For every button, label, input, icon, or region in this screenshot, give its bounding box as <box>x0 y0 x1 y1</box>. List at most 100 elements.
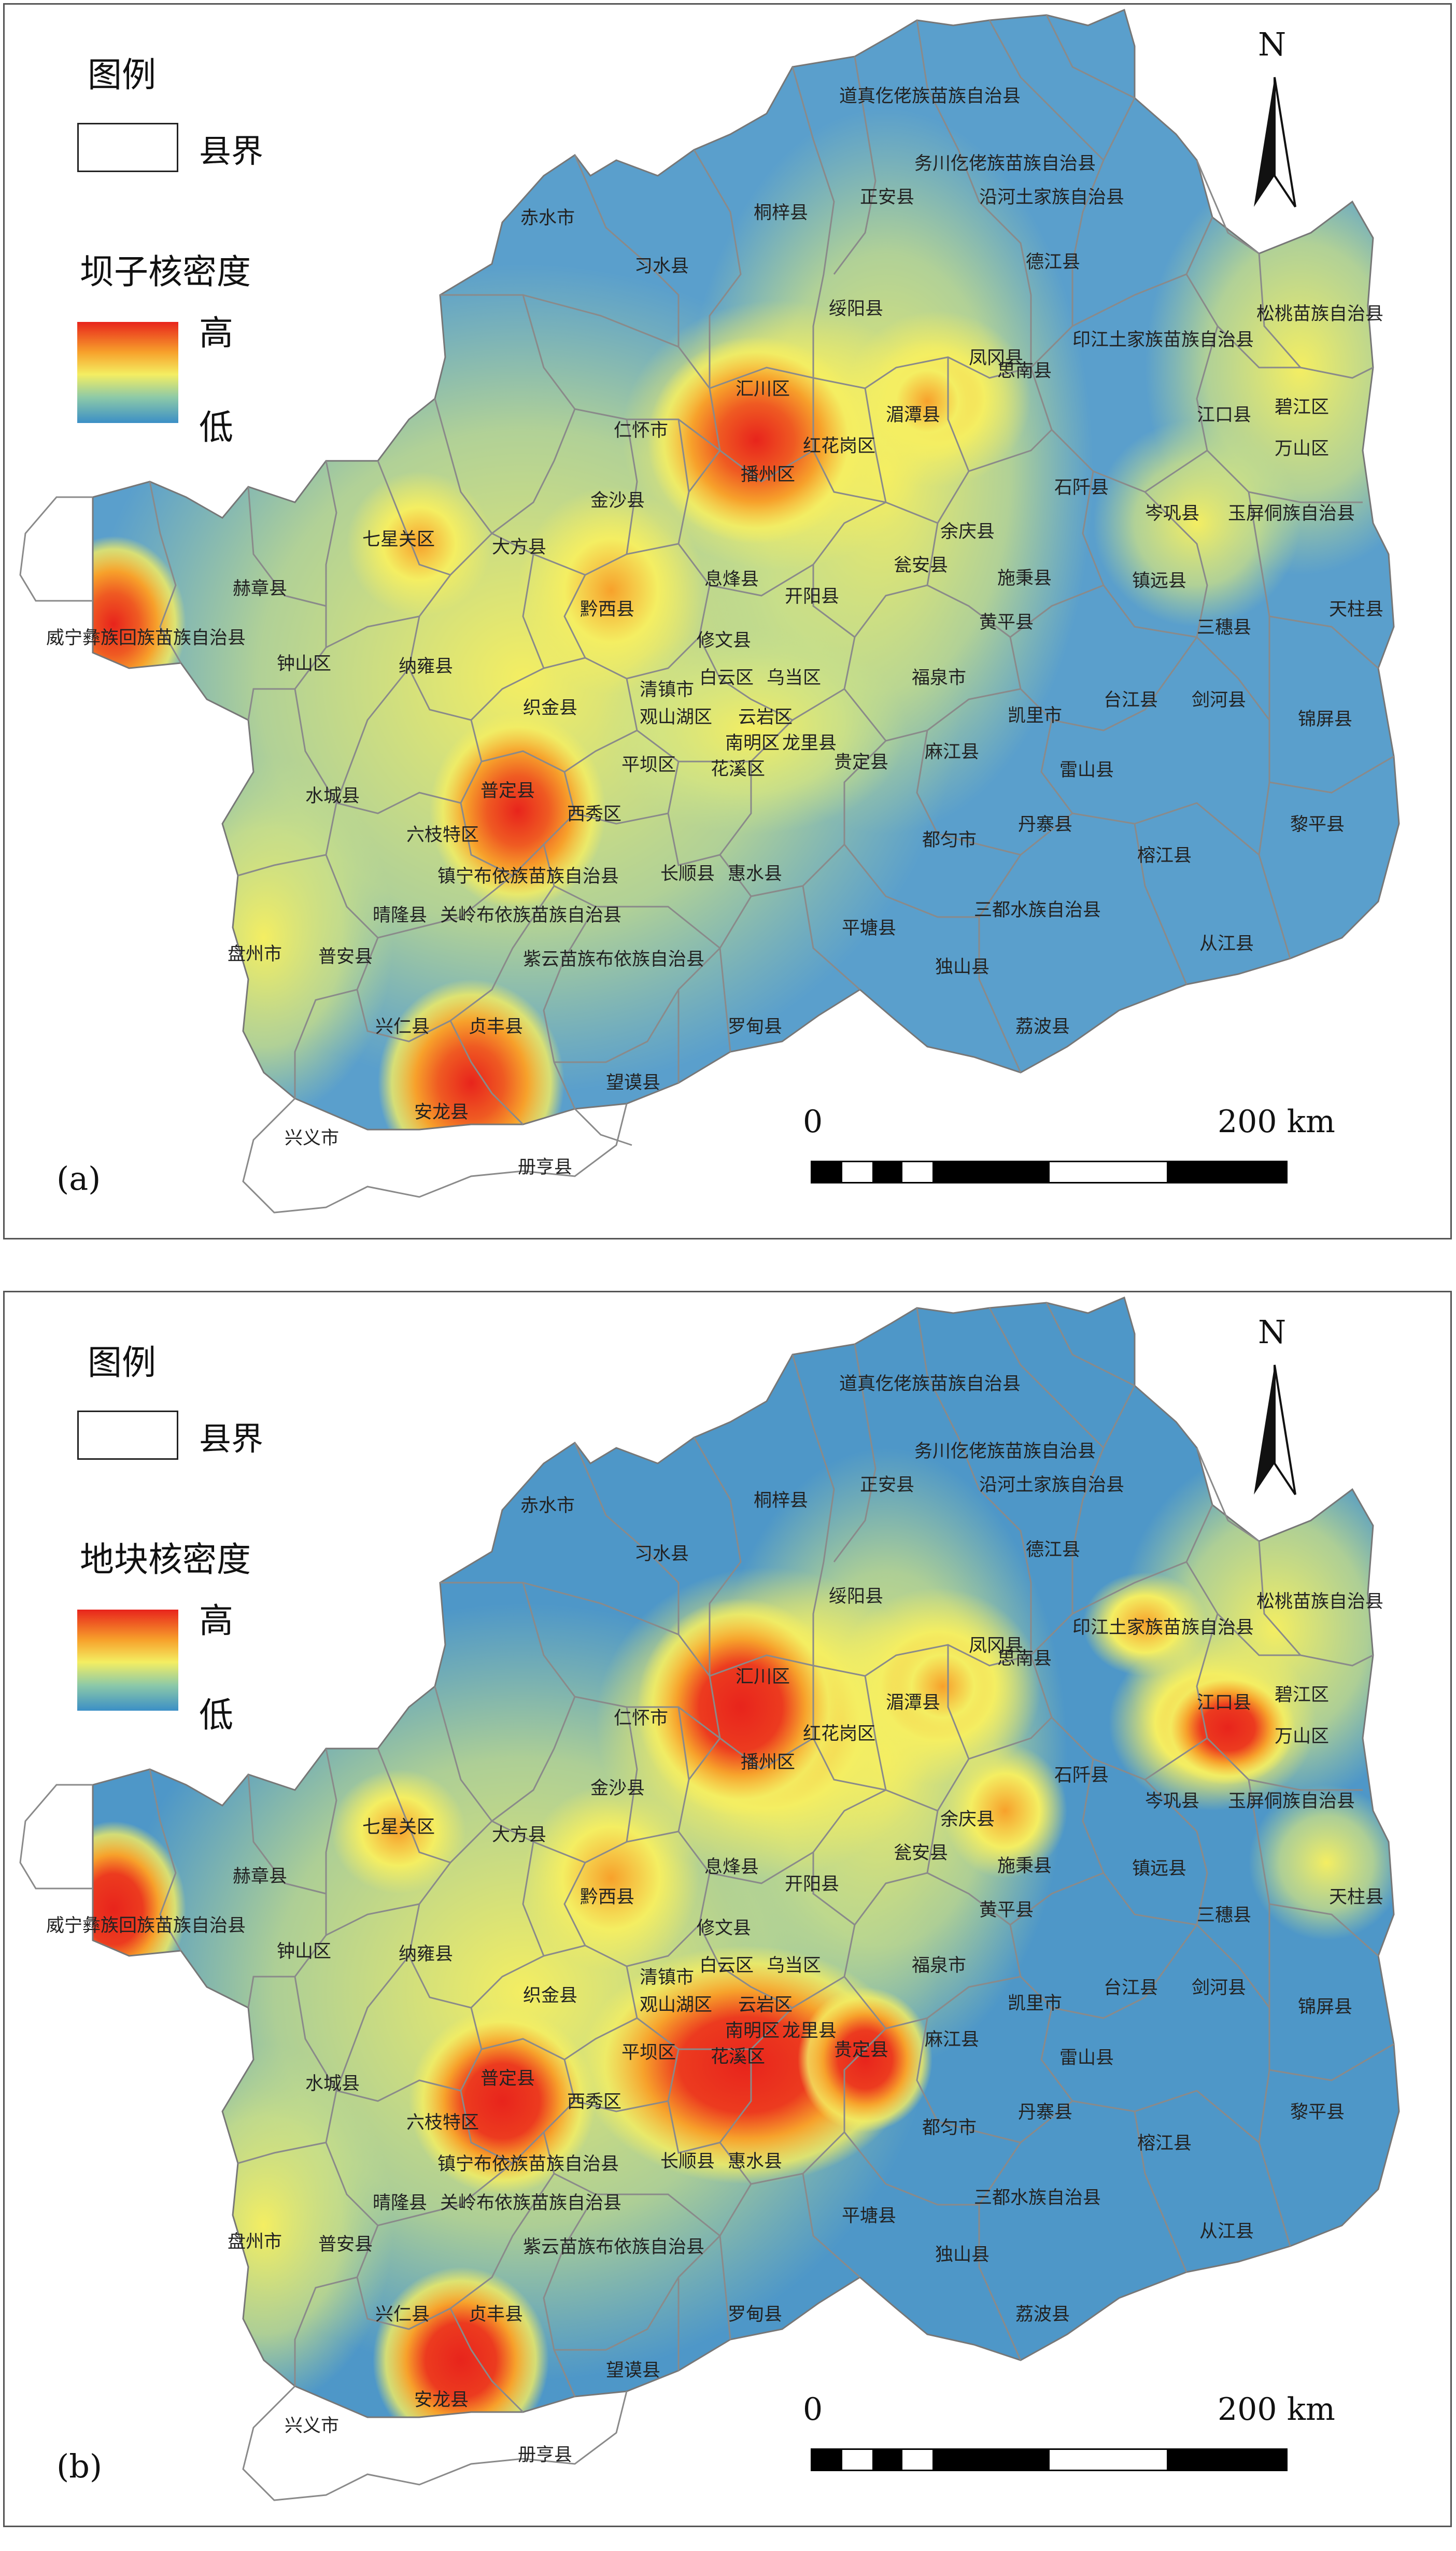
place-label: 南明区 <box>725 2021 780 2041</box>
place-label: 凤冈县 <box>969 348 1024 369</box>
place-label: 普安县 <box>318 947 373 967</box>
place-label: 兴义市 <box>285 2416 340 2436</box>
map-panel-a: 图例 县界 坝子核密度 高 低 N 0 200 km (a) 道真仡佬族苗族自治… <box>3 3 1452 1239</box>
county-boundary-swatch <box>77 123 178 172</box>
place-label: 普定县 <box>480 781 535 801</box>
place-label: 赫章县 <box>233 1866 288 1887</box>
place-label: 余庆县 <box>940 1809 995 1830</box>
place-label: 万山区 <box>1275 1726 1330 1747</box>
place-label: 镇宁布依族苗族自治县 <box>437 866 619 887</box>
north-label: N <box>1258 25 1287 63</box>
place-label: 汇川区 <box>736 379 790 400</box>
ramp-low-label: 低 <box>199 1695 233 1735</box>
north-arrow-b <box>1254 1364 1296 1496</box>
place-label: 威宁彝族回族苗族自治县 <box>46 628 246 649</box>
place-label: 松桃苗族自治县 <box>1256 1591 1384 1612</box>
place-label: 凯里市 <box>1008 1993 1063 2014</box>
map-panel-b: 图例 县界 地块核密度 高 低 N 0 200 km (b) 道真仡佬族苗族自治… <box>3 1291 1452 2527</box>
place-label: 天柱县 <box>1329 1887 1384 1908</box>
place-label: 修文县 <box>697 1918 752 1939</box>
place-label: 赤水市 <box>520 208 575 229</box>
place-label: 雷山县 <box>1059 760 1114 781</box>
place-label: 三穗县 <box>1197 1905 1252 1926</box>
place-label: 白云区 <box>699 668 754 688</box>
place-label: 织金县 <box>523 1985 578 2006</box>
place-label: 瓮安县 <box>894 1843 949 1864</box>
place-label: 关岭布依族苗族自治县 <box>440 2193 622 2214</box>
place-label: 麻江县 <box>925 742 980 763</box>
place-label: 关岭布依族苗族自治县 <box>440 905 622 926</box>
place-label: 从江县 <box>1199 934 1254 954</box>
place-label: 麻江县 <box>925 2029 980 2050</box>
place-label: 安龙县 <box>414 2390 469 2411</box>
place-label: 黔西县 <box>580 1887 635 1908</box>
place-label: 仁怀市 <box>614 420 669 441</box>
place-label: 独山县 <box>935 957 990 978</box>
place-label: 金沙县 <box>590 490 645 511</box>
place-label: 从江县 <box>1199 2221 1254 2242</box>
place-label: 七星关区 <box>362 1817 435 1838</box>
county-boundary-label: 县界 <box>199 1420 264 1458</box>
place-label: 施秉县 <box>997 568 1052 589</box>
county-boundary-label: 县界 <box>199 132 264 170</box>
place-label: 西秀区 <box>567 804 622 825</box>
place-label: 三都水族自治县 <box>974 900 1101 921</box>
place-label: 织金县 <box>523 698 578 718</box>
place-label: 水城县 <box>305 786 360 807</box>
place-label: 凯里市 <box>1008 706 1063 726</box>
place-label: 乌当区 <box>767 668 822 688</box>
place-label: 剑河县 <box>1192 1978 1247 1998</box>
place-label: 望谟县 <box>606 1073 661 1093</box>
place-label: 碧江区 <box>1275 397 1330 418</box>
density-color-ramp <box>77 1610 178 1711</box>
place-label: 碧江区 <box>1275 1685 1330 1706</box>
place-label: 兴仁县 <box>375 2304 430 2325</box>
place-label: 大方县 <box>492 537 547 558</box>
place-label: 锦屏县 <box>1298 1997 1353 2018</box>
place-label: 望谟县 <box>606 2360 661 2381</box>
place-label: 观山湖区 <box>640 1995 713 2016</box>
place-label: 播州区 <box>741 1752 796 1773</box>
place-label: 黎平县 <box>1290 2102 1345 2123</box>
place-label: 湄潭县 <box>886 405 941 426</box>
ramp-high-label: 高 <box>199 1601 233 1641</box>
place-label: 台江县 <box>1104 1978 1158 1998</box>
place-label: 剑河县 <box>1192 690 1247 711</box>
ramp-low-label: 低 <box>199 407 233 447</box>
place-label: 余庆县 <box>940 522 995 542</box>
place-label: 贞丰县 <box>469 1017 524 1037</box>
place-label: 兴义市 <box>285 1128 340 1149</box>
place-label: 福泉市 <box>912 668 967 688</box>
north-arrow-a <box>1254 77 1296 208</box>
scale-zero-label: 0 <box>803 2391 823 2428</box>
place-label: 息烽县 <box>704 569 759 590</box>
place-label: 晴隆县 <box>373 2193 428 2214</box>
place-label: 思南县 <box>997 361 1052 382</box>
place-label: 平坝区 <box>621 2042 676 2063</box>
place-label: 绥阳县 <box>829 1586 884 1607</box>
density-legend-title: 地块核密度 <box>80 1540 251 1580</box>
place-label: 乌当区 <box>767 1955 822 1976</box>
place-label: 岑巩县 <box>1145 503 1200 524</box>
place-label: 清镇市 <box>640 1967 695 1988</box>
place-label: 罗甸县 <box>728 1017 783 1037</box>
place-label: 印江土家族苗族自治县 <box>1072 1617 1254 1638</box>
place-label: 荔波县 <box>1015 1017 1070 1037</box>
place-label: 凤冈县 <box>969 1636 1024 1656</box>
county-boundaries-a <box>19 8 1400 1214</box>
place-label: 观山湖区 <box>640 707 713 728</box>
county-boundaries-b <box>19 1296 1400 2501</box>
place-label: 播州区 <box>741 464 796 485</box>
density-legend-title: 坝子核密度 <box>80 252 251 292</box>
scale-max-label: 200 km <box>1218 2391 1335 2428</box>
place-label: 德江县 <box>1026 1540 1081 1560</box>
north-label: N <box>1258 1313 1287 1351</box>
place-label: 赤水市 <box>520 1496 575 1516</box>
place-label: 纳雍县 <box>399 656 454 677</box>
kde-map-b <box>19 1296 1400 2501</box>
place-label: 六枝特区 <box>406 2112 479 2133</box>
place-label: 盘州市 <box>228 2232 282 2252</box>
legend-title: 图例 <box>88 55 156 95</box>
place-label: 惠水县 <box>728 864 783 884</box>
place-label: 长顺县 <box>660 864 715 884</box>
